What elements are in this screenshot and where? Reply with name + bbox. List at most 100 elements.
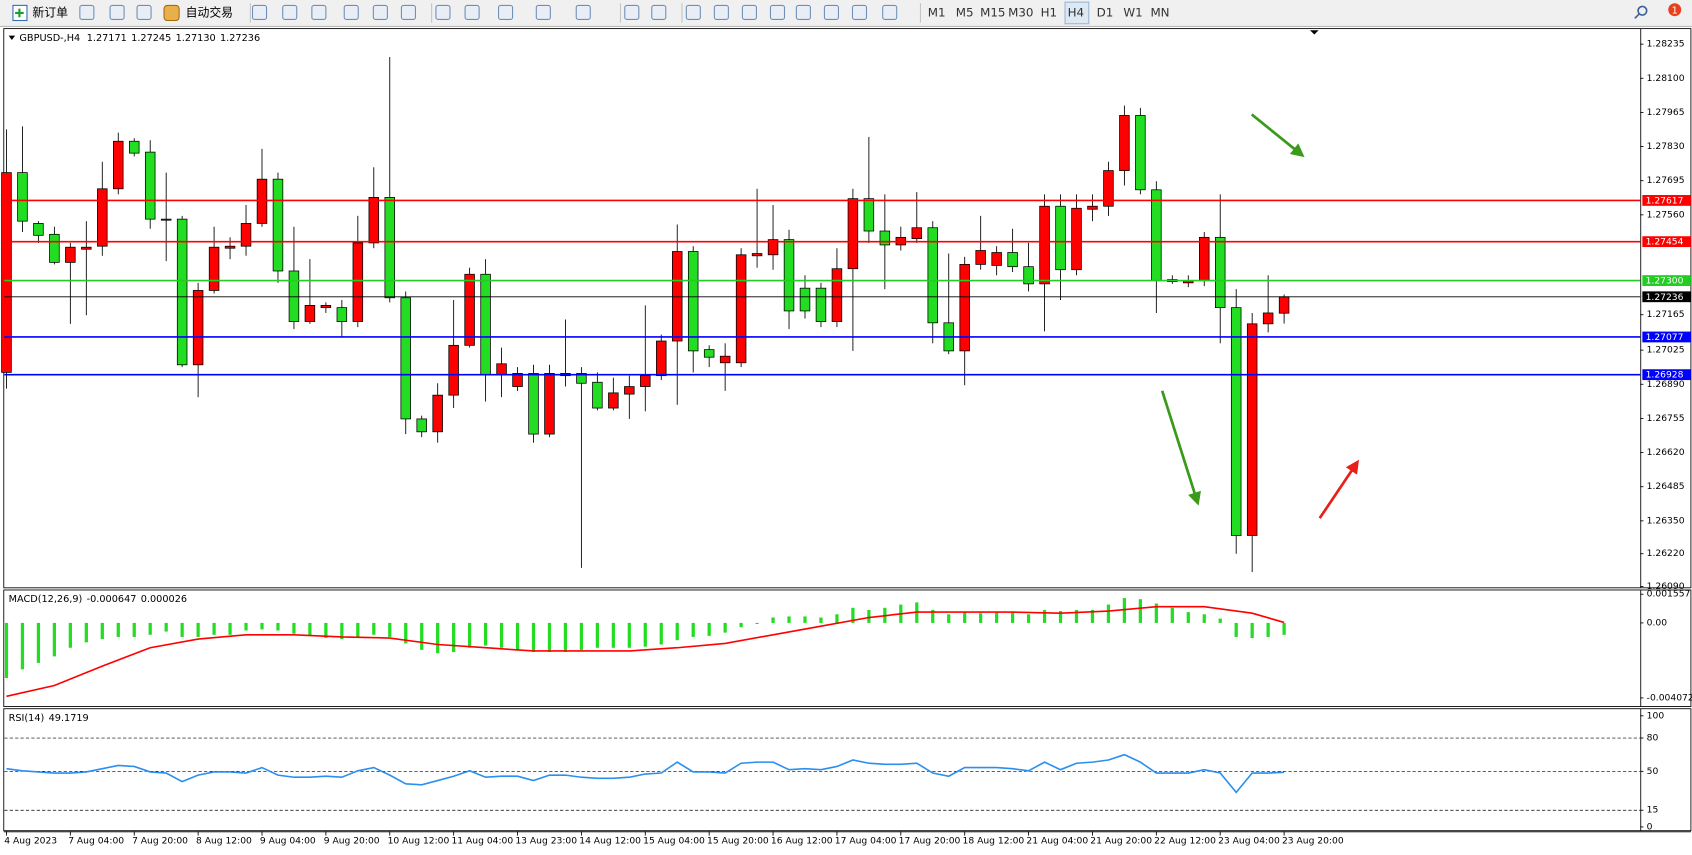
toolbar-icon[interactable] [685,4,701,20]
candle-body [320,304,332,309]
macd-bar [20,622,25,670]
timeframe-button[interactable]: H1 [1041,5,1057,19]
toolbar-icon[interactable] [464,4,480,20]
horizontal-line-label-box [1642,331,1691,343]
horizontal-line-label-box [1642,275,1691,286]
timeframe-button[interactable]: MN [1150,5,1169,19]
x-tick-label: 23 Aug 04:00 [1218,835,1280,846]
timeframe-button[interactable]: M5 [956,5,974,19]
macd-bar [52,622,57,657]
macd-bar [1042,609,1047,623]
toolbar-icon[interactable] [624,4,640,20]
timeframe-button[interactable]: W1 [1123,5,1142,19]
candle-body [33,223,44,236]
candle-body [640,375,651,387]
timeframe-button[interactable]: D1 [1097,5,1114,19]
macd-bar [1218,618,1222,623]
macd-bar [995,612,999,623]
toolbar-icon[interactable] [282,4,298,20]
timeframe-button[interactable]: M30 [1008,5,1033,19]
candle-body [624,386,635,395]
macd-bar [452,622,456,653]
notification-badge[interactable] [1668,3,1682,17]
y-tick-label: 0 [1647,821,1653,832]
auto-trading-button[interactable]: 自动交易 [186,5,233,19]
y-tick-label: 1.26890 [1647,379,1685,390]
toolbar-icon[interactable] [109,4,125,20]
macd-bar [308,622,312,636]
candle-body [687,251,699,352]
candle-body [576,373,587,384]
macd-bar [356,622,360,637]
quote-value: 1.27245 [131,33,171,44]
macd-bar [1170,607,1174,623]
candle-body [480,273,491,376]
timeframe-button[interactable]: M15 [980,5,1005,19]
candle-body [416,418,427,433]
horizontal-line-label-box [1642,369,1691,381]
arrow-annotation [1250,113,1305,158]
auto-trading-icon[interactable] [163,4,180,22]
candle-body [160,218,172,221]
toolbar-icon[interactable] [575,4,591,20]
toolbar-icon[interactable] [251,4,268,20]
toolbar-icon[interactable] [882,4,898,20]
arrow-annotation [1318,459,1359,519]
toolbar-icon[interactable] [795,4,811,20]
macd-bar [579,622,584,650]
toolbar-icon[interactable] [713,4,729,20]
current-price-line-label-box [1642,291,1691,303]
toolbar-icon[interactable] [400,4,416,20]
candle-body [592,381,603,409]
y-tick-label: -0.004072 [1647,692,1692,703]
panel-title: RSI(14) 49.1719 [9,713,89,724]
macd-bar [436,622,440,654]
candle-body [272,178,284,272]
candle-body [496,363,507,376]
candle-body [224,245,236,249]
toolbar-icon[interactable] [372,4,388,20]
toolbar-icon[interactable] [741,4,757,20]
candle-body [1151,189,1162,281]
quote-value: 1.27171 [87,33,127,44]
toolbar-icon[interactable] [851,4,868,20]
macd-bar [1106,604,1111,623]
arrow-annotation [1160,390,1201,506]
toolbar-icon[interactable] [651,4,667,20]
search-icon[interactable] [1637,5,1648,16]
toolbar-icon[interactable] [769,4,786,20]
new-order-button[interactable]: 新订单 [32,5,68,19]
toolbar-icon[interactable] [343,4,359,20]
toolbar-icon[interactable] [136,4,152,20]
toolbar-icon[interactable] [311,4,327,20]
toolbar-icon[interactable] [497,4,514,20]
macd-bar [244,622,248,631]
toolbar-icon[interactable] [435,4,451,20]
x-tick-label: 21 Aug 20:00 [1090,835,1152,846]
macd-bar [164,622,168,632]
candle-body [464,273,475,346]
horizontal-line-label: 1.27454 [1646,237,1684,248]
macd-bar [1074,609,1079,623]
macd-bar [388,622,392,637]
macd-bar [148,622,152,635]
toolbar-icon[interactable] [79,4,95,20]
indicator-name: RSI(14) [9,713,45,724]
x-tick-label: 18 Aug 12:00 [963,835,1025,846]
macd-bar [196,622,200,637]
chart-header: GBPUSD-,H4 1.27171 1.27245 1.27130 1.27236 [19,33,260,44]
timeframe-button[interactable]: M1 [928,5,946,19]
candle-body [975,250,986,265]
toolbar-icon[interactable] [535,4,551,20]
toolbar-icon[interactable] [823,4,839,20]
candle-body [1039,205,1050,285]
candle-body [959,264,970,352]
y-tick-label: 1.26090 [1647,581,1685,592]
candle-body [512,373,523,387]
x-tick-label: 14 Aug 12:00 [579,835,641,846]
candle-body [719,355,731,364]
horizontal-line-label: 1.26928 [1646,370,1684,381]
macd-bar [404,622,408,644]
x-tick-label: 7 Aug 04:00 [68,835,124,846]
timeframe-button[interactable]: H4 [1068,5,1084,19]
